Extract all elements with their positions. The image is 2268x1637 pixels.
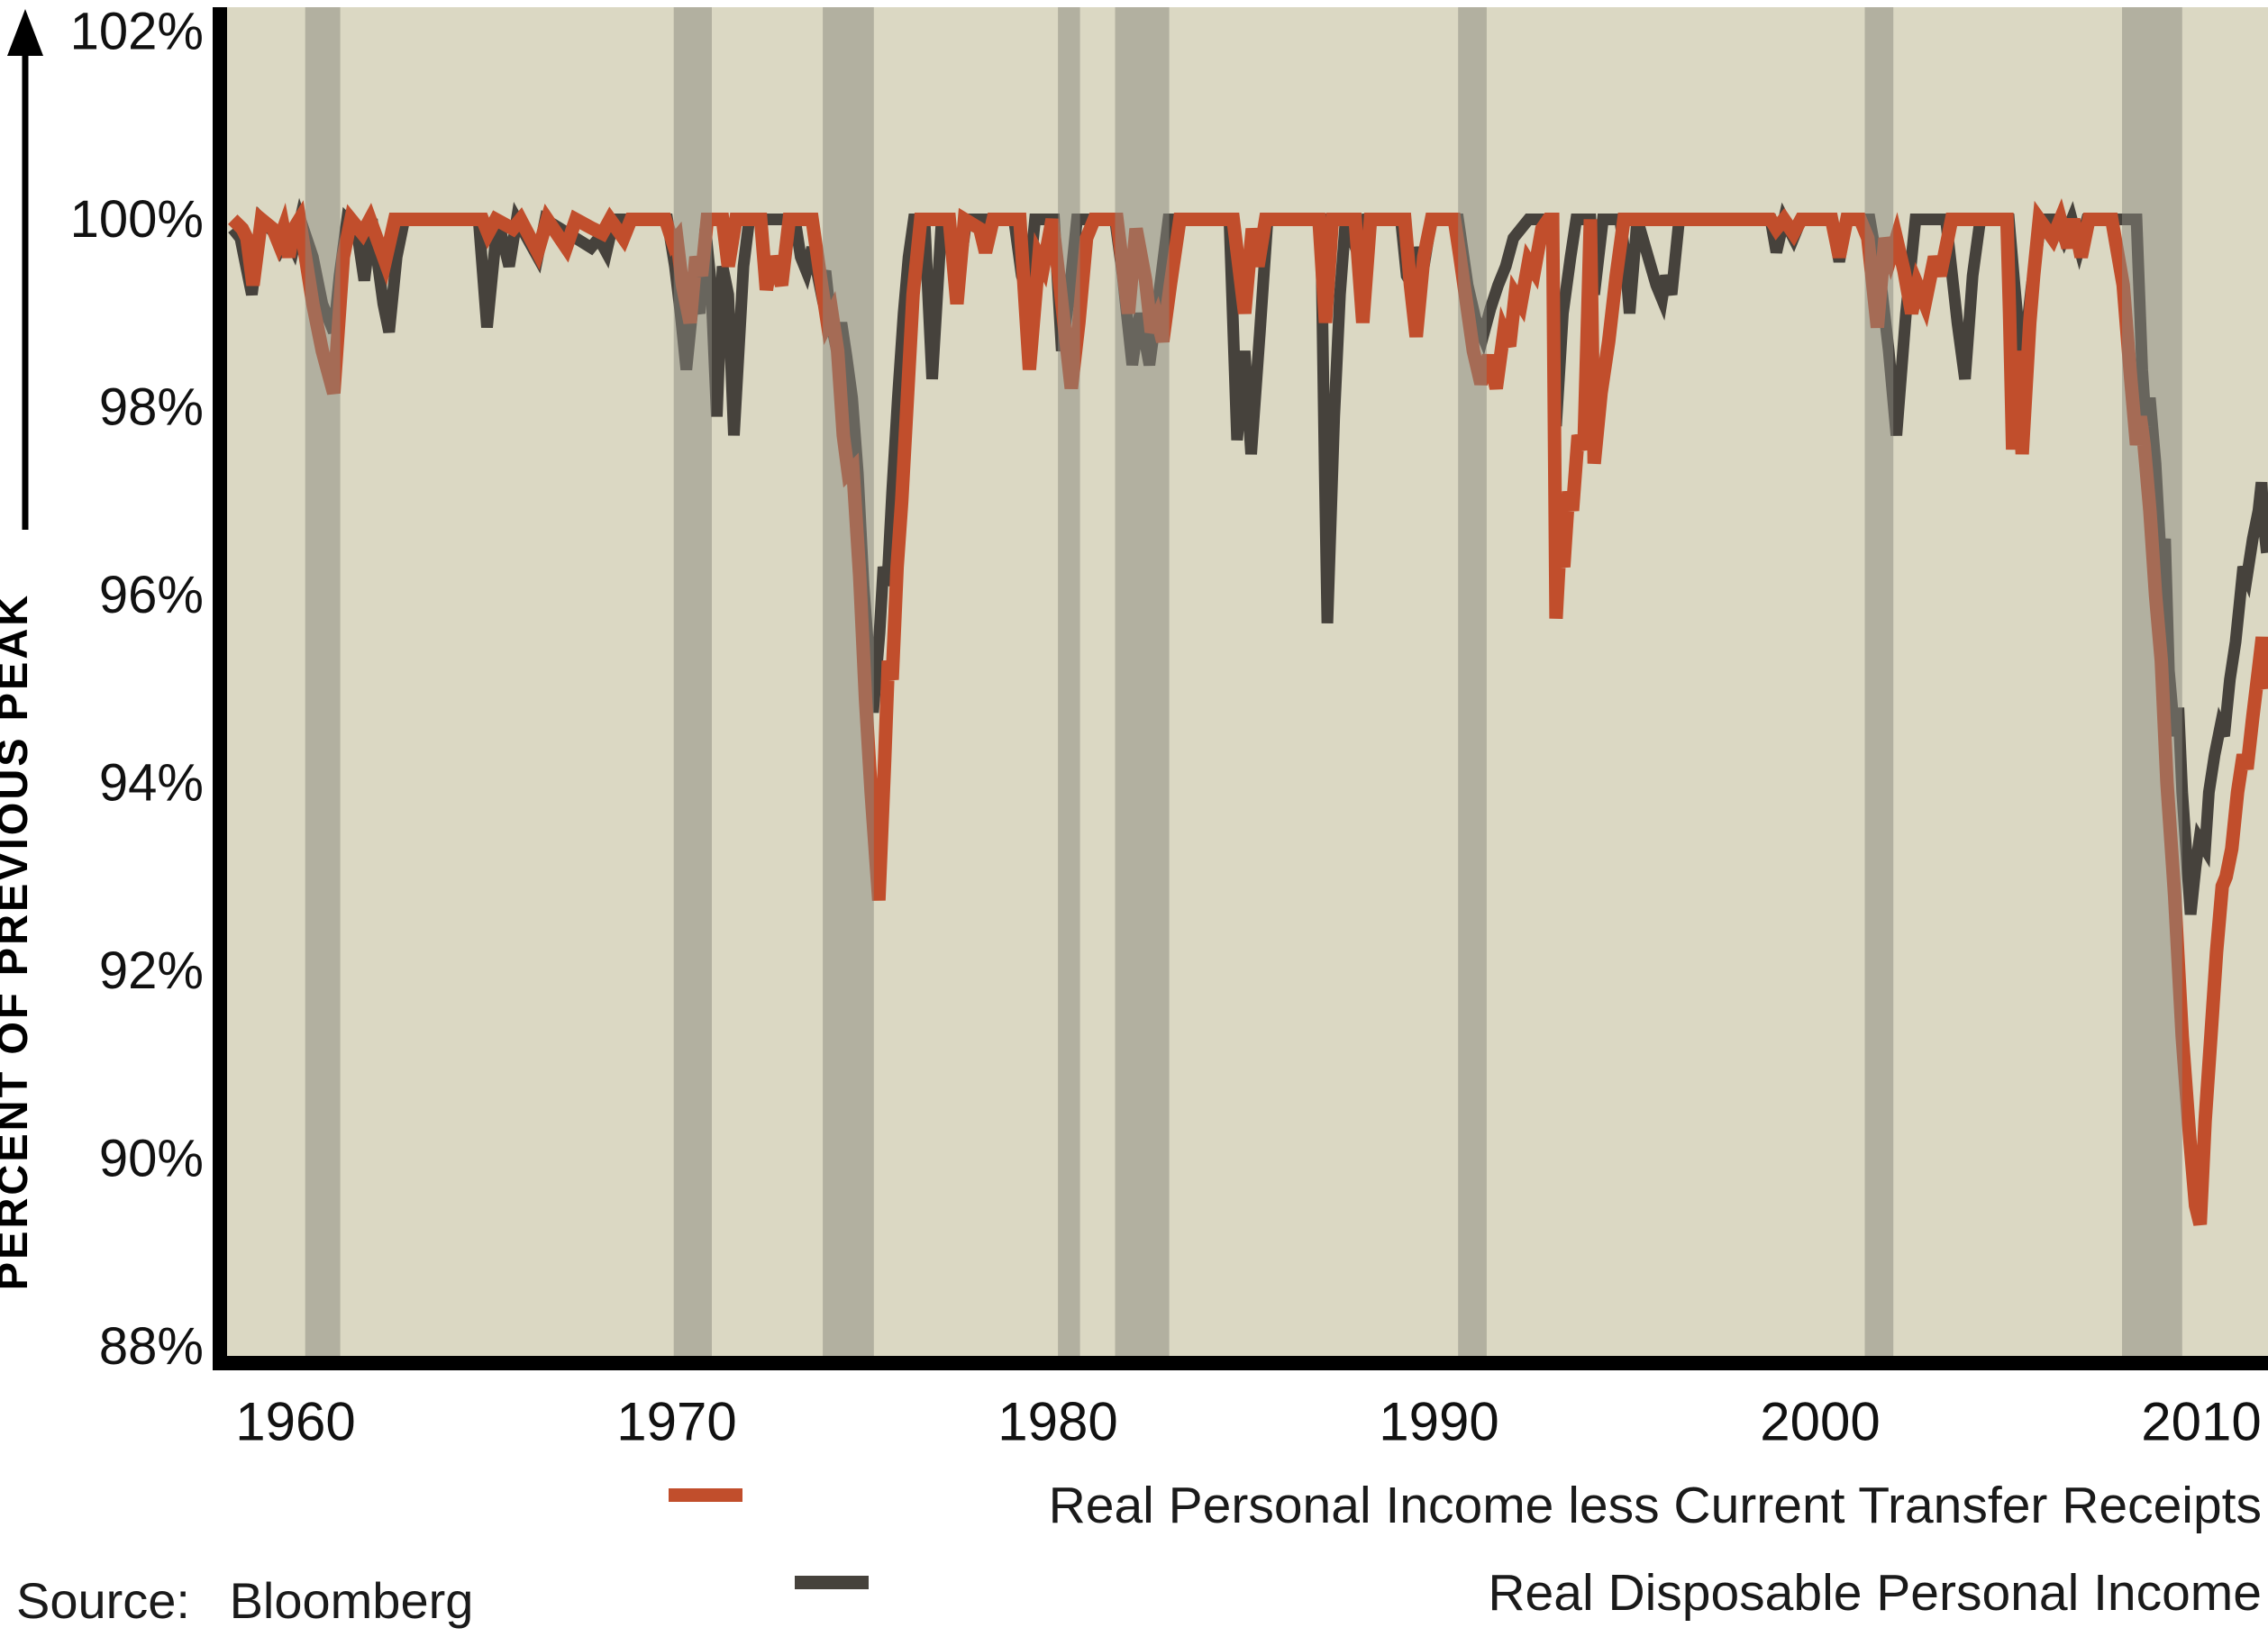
y-tick-label: 102% <box>70 3 204 61</box>
recession-band <box>1458 7 1487 1356</box>
y-tick-label: 92% <box>99 941 204 1000</box>
legend-label-personal-income: Real Personal Income less Current Transf… <box>1049 1477 2262 1534</box>
x-tick-label: 1970 <box>616 1392 736 1452</box>
x-tick-label: 1990 <box>1379 1392 1498 1452</box>
x-axis-tick-labels: 1960 1970 1980 1990 2000 2010 <box>235 1392 2261 1452</box>
y-axis-line <box>213 7 227 1370</box>
y-tick-label: 88% <box>99 1317 204 1376</box>
recession-band <box>1864 7 1894 1356</box>
y-tick-label: 96% <box>99 566 204 624</box>
legend-swatch-disposable-income <box>795 1576 869 1589</box>
plot-background <box>227 7 2268 1356</box>
y-axis-title: PERCENT OF PREVIOUS PEAK <box>0 593 36 1291</box>
recession-band <box>1058 7 1080 1356</box>
x-axis-line <box>213 1356 2268 1370</box>
source-note: Source: Bloomberg <box>16 1572 473 1629</box>
y-axis-annotation: PERCENT OF PREVIOUS PEAK <box>0 9 43 1290</box>
recession-band <box>305 7 341 1356</box>
source-value-text: Bloomberg <box>230 1572 474 1629</box>
y-axis-tick-labels: 102% 100% 98% 96% 94% 92% 90% 88% <box>70 3 204 1377</box>
legend-label-disposable-income: Real Disposable Personal Income <box>1488 1564 2262 1622</box>
x-tick-label: 1980 <box>997 1392 1117 1452</box>
x-tick-label: 1960 <box>235 1392 355 1452</box>
recession-band <box>2122 7 2182 1356</box>
y-tick-label: 94% <box>99 754 204 813</box>
x-tick-label: 2010 <box>2141 1392 2261 1452</box>
plot-area <box>227 7 2268 1356</box>
x-tick-label: 2000 <box>1760 1392 1880 1452</box>
legend: Real Personal Income less Current Transf… <box>669 1477 2262 1622</box>
series-line-personal-income <box>228 198 2268 1226</box>
legend-swatch-personal-income <box>669 1488 742 1502</box>
source-label-text: Source: <box>16 1572 190 1629</box>
recession-band <box>1115 7 1170 1356</box>
recession-band <box>673 7 712 1356</box>
up-arrow-icon <box>7 9 43 56</box>
y-tick-label: 90% <box>99 1130 204 1188</box>
y-tick-label: 100% <box>70 190 204 249</box>
recession-band <box>823 7 874 1356</box>
y-tick-label: 98% <box>99 378 204 437</box>
